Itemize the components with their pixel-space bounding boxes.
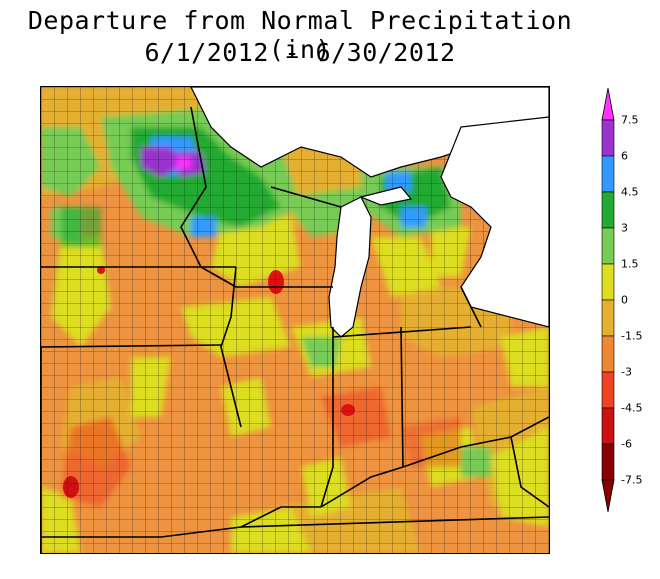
legend-swatch bbox=[601, 407, 615, 445]
lake-superior bbox=[190, 87, 549, 178]
legend-tick-label: 7.5 bbox=[621, 113, 639, 127]
legend-swatch bbox=[601, 263, 615, 301]
state-boundaries bbox=[41, 106, 549, 553]
legend-swatch bbox=[601, 119, 615, 157]
legend-tick-label: 0 bbox=[621, 293, 628, 307]
color-legend: 7.5 6 4.5 3 1.5 0 -1.5 -3 -4.5 -6 -7.5 bbox=[596, 86, 656, 516]
legend-tick-label: -6 bbox=[621, 437, 632, 451]
map-title-line1: Departure from Normal Precipitation (in) bbox=[27, 6, 573, 64]
legend-swatch bbox=[601, 227, 615, 265]
legend-colorbar bbox=[601, 87, 615, 513]
legend-tick-label: 4.5 bbox=[621, 185, 639, 199]
precipitation-map-svg bbox=[41, 87, 549, 553]
legend-swatch bbox=[601, 191, 615, 229]
legend-tick-label: 3 bbox=[621, 221, 628, 235]
legend-tick-label: -4.5 bbox=[621, 401, 643, 415]
lake-michigan-north bbox=[359, 186, 413, 206]
legend-swatch bbox=[601, 155, 615, 193]
legend-swatch bbox=[601, 335, 615, 373]
legend-swatch bbox=[601, 443, 615, 481]
legend-tick-label: 6 bbox=[621, 149, 628, 163]
legend-tick-label: -1.5 bbox=[621, 329, 643, 343]
lake-huron bbox=[440, 116, 549, 328]
lake-michigan bbox=[328, 196, 372, 338]
great-lakes bbox=[190, 87, 549, 338]
legend-arrow-bottom bbox=[601, 479, 615, 513]
legend-tick-label: -7.5 bbox=[621, 473, 643, 487]
legend-tick-label: -3 bbox=[621, 365, 632, 379]
legend-swatch bbox=[601, 371, 615, 409]
precipitation-map bbox=[40, 86, 550, 554]
legend-arrow-top bbox=[601, 87, 615, 121]
legend-tick-label: 1.5 bbox=[621, 257, 639, 271]
legend-swatch bbox=[601, 299, 615, 337]
map-title-date-range: 6/1/2012 - 6/30/2012 bbox=[144, 38, 456, 67]
